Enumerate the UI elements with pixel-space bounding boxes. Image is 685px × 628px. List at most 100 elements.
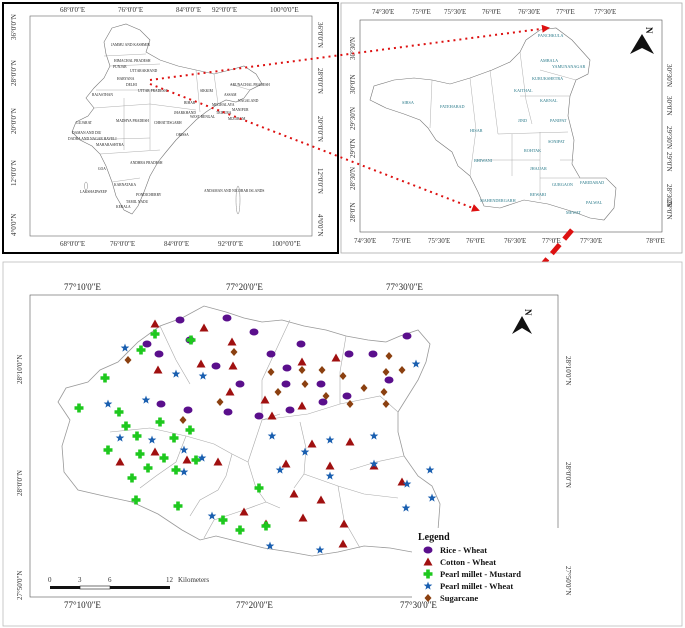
tick-label: 77°10'0"E <box>64 282 101 292</box>
crop-marker-triangle <box>267 411 277 420</box>
crop-marker-star <box>369 459 379 468</box>
legend-icon-triangle <box>423 557 433 566</box>
state-label: RAJASTHAN <box>92 93 113 97</box>
crop-marker-cross <box>127 473 137 483</box>
india-panel: JAMMU AND KASHMIR HIMACHAL PRADESH PUNJA… <box>2 2 339 254</box>
crop-marker-diamond <box>274 388 282 396</box>
tick-label: 28°10'0"N <box>16 355 24 384</box>
crop-marker-triangle <box>339 519 349 528</box>
legend-label-sugarcane: Sugarcane <box>440 593 478 603</box>
state-label: DELHI <box>126 83 138 87</box>
crop-marker-triangle <box>281 459 291 468</box>
crop-marker-cross <box>261 521 271 531</box>
crop-marker-cross <box>218 515 228 525</box>
state-label: PUNJAB <box>113 65 127 69</box>
tick-label: 76°0'0"E <box>118 6 143 14</box>
state-label: HIMACHAL PRADESH <box>114 59 151 63</box>
scale-bar: 0 3 6 12 Kilometers <box>48 576 209 590</box>
legend-icons <box>423 546 433 602</box>
crop-marker-circle <box>318 398 328 406</box>
tick-label: 28°0'0"N <box>10 60 18 86</box>
scale-units: Kilometers <box>178 576 209 584</box>
state-label: LAKSHADWEEP <box>80 190 107 194</box>
crop-marker-triangle <box>150 319 160 328</box>
india-state-labels: JAMMU AND KASHMIR HIMACHAL PRADESH PUNJA… <box>68 43 270 209</box>
crop-marker-triangle <box>150 447 160 456</box>
crop-marker-diamond <box>339 372 347 380</box>
tick-label: 75°30'E <box>428 237 450 245</box>
state-label: NAGALAND <box>238 99 259 103</box>
tick-label: 29°30'N <box>665 126 673 149</box>
tick-label: 84°0'0"E <box>164 240 189 248</box>
crop-marker-star <box>120 343 130 352</box>
crop-marker-diamond <box>301 380 309 388</box>
crop-marker-star <box>179 467 189 476</box>
crop-marker-circle <box>223 408 233 416</box>
district-label: PANIPAT <box>550 118 567 123</box>
scale-number: 6 <box>108 576 112 584</box>
state-label: ASSAM <box>224 93 237 97</box>
crop-marker-star <box>300 447 310 456</box>
india-bottom-ticks: 68°0'0"E 76°0'0"E 84°0'0"E 92°0'0"E 100°… <box>60 240 301 248</box>
crop-marker-cross <box>235 525 245 535</box>
crop-marker-star <box>275 465 285 474</box>
district-label: FATEHABAD <box>440 104 465 109</box>
legend-label-cotton-wheat: Cotton - Wheat <box>440 557 496 567</box>
crop-marker-diamond <box>360 384 368 392</box>
crop-marker-star <box>198 371 208 380</box>
district-label: BHIWANI <box>474 158 493 163</box>
crop-marker-diamond <box>322 392 330 400</box>
india-map-frame <box>29 15 313 237</box>
district-label: MEWAT <box>566 210 581 215</box>
north-arrow-icon <box>512 316 532 334</box>
crop-marker-triangle <box>115 457 125 466</box>
state-label: BIHAR <box>184 101 196 105</box>
north-arrow-icon <box>630 34 654 54</box>
state-label: UTTARAKHAND <box>130 69 158 73</box>
tick-label: 68°0'0"E <box>60 6 85 14</box>
crop-marker-cross <box>135 449 145 459</box>
dotted-arrow-bottom <box>149 83 480 212</box>
dotted-arrow-top <box>149 24 550 81</box>
india-right-ticks: 36°0'0"N 28°0'0"N 20°0'0"N 12°0'0"N 4°0'… <box>316 22 324 236</box>
state-label: ORISSA <box>176 133 189 137</box>
district-label: HISAR <box>470 128 483 133</box>
tick-label: 77°30'0"E <box>400 600 437 610</box>
tick-label: 12°0'0"N <box>10 160 18 186</box>
study-map-frame <box>29 294 559 598</box>
tick-label: 76°30'E <box>504 237 526 245</box>
crop-marker-cross <box>186 335 196 345</box>
crop-marker-circle <box>344 350 354 358</box>
crop-marker-diamond <box>267 368 275 376</box>
tick-label: 28°10'0"N <box>564 356 572 385</box>
crop-marker-cross <box>131 495 141 505</box>
crop-marker-cross <box>100 373 110 383</box>
study-top-ticks: 77°10'0"E 77°20'0"E 77°30'0"E <box>64 282 423 292</box>
crop-marker-cross <box>171 465 181 475</box>
haryana-map-frame <box>359 19 663 233</box>
district-label: ROHTAK <box>524 148 541 153</box>
district-label: JIND <box>518 118 527 123</box>
crop-marker-circle <box>222 314 232 322</box>
crop-marker-circle <box>156 400 166 408</box>
crop-marker-diamond <box>298 366 306 374</box>
legend-icon-diamond <box>424 594 432 602</box>
state-label: HARYANA <box>117 77 135 81</box>
tick-label: 30°30'N <box>665 64 673 87</box>
tick-label: 77°0'E <box>542 237 561 245</box>
crop-marker-circle <box>282 364 292 372</box>
crop-marker-star <box>401 503 411 512</box>
tick-label: 100°0'0"E <box>272 240 301 248</box>
crop-marker-star <box>315 545 325 554</box>
tick-label: 27°50'0"N <box>16 571 24 600</box>
state-label: KARNATAKA <box>114 183 136 187</box>
scale-number: 0 <box>48 576 52 584</box>
crop-marker-triangle <box>228 361 238 370</box>
state-label: WEST BENGAL <box>190 115 215 119</box>
tick-label: 76°0'E <box>466 237 485 245</box>
crop-marker-triangle <box>338 539 348 548</box>
crop-marker-triangle <box>316 495 326 504</box>
crop-marker-cross <box>136 345 146 355</box>
crop-marker-star <box>115 433 125 442</box>
haryana-north-arrow: N <box>630 27 654 54</box>
